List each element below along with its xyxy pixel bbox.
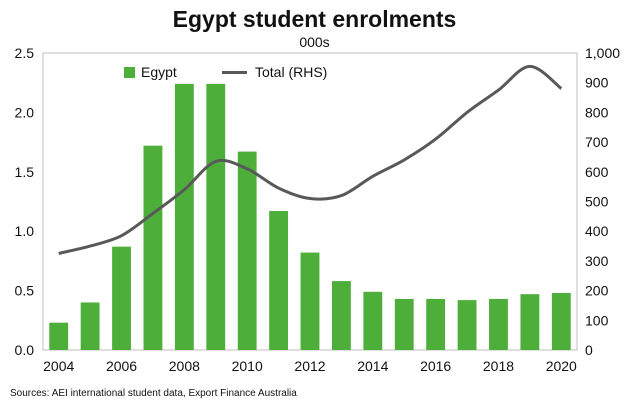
bar-2005 [80,302,100,350]
left-axis-tick-label: 1.0 [15,223,35,239]
bar-2013 [331,281,351,350]
bar-2014 [363,291,383,350]
bar-2008 [174,83,194,350]
bar-2012 [300,252,320,350]
total-rhs-line [58,64,563,255]
right-axis-tick-label: 700 [585,134,609,150]
source-note: Sources: AEI international student data,… [10,388,297,399]
right-axis-tick-label: 400 [585,223,609,239]
bar-2019 [520,294,540,350]
bar-2016 [426,298,446,350]
x-axis-tick-label: 2016 [420,358,451,374]
bar-2006 [112,246,131,350]
left-axis-tick-label: 0.0 [15,342,35,358]
bar-2010 [237,151,257,350]
right-axis-tick-label: 100 [585,312,609,328]
right-axis-tick-label: 800 [585,104,609,120]
x-axis-tick-label: 2020 [546,358,577,374]
x-axis-tick-label: 2012 [294,358,325,374]
left-axis-tick-label: 0.5 [15,283,35,299]
x-axis-tick-label: 2006 [106,358,137,374]
bar-2017 [457,300,477,350]
right-axis-tick-label: 900 [585,75,609,91]
bar-2011 [269,211,289,350]
bar-2009 [206,83,226,350]
left-axis-tick-label: 2.0 [15,104,35,120]
chart-subtitle: 000s [299,34,330,50]
x-axis-tick-label: 2010 [232,358,263,374]
bar-2020 [551,292,571,350]
bar-2004 [49,322,69,350]
legend-swatch-egypt [124,67,135,78]
x-axis-tick-label: 2004 [43,358,74,374]
right-axis-tick-label: 300 [585,253,609,269]
left-axis-tick-label: 1.5 [15,164,35,180]
x-axis-tick-label: 2008 [169,358,200,374]
bar-2018 [489,298,508,350]
right-axis-tick-label: 200 [585,283,609,299]
right-axis-tick-label: 0 [585,342,593,358]
right-axis-tick-label: 600 [585,164,609,180]
right-axis-tick-label: 500 [585,194,609,210]
right-axis-tick-label: 1,000 [585,45,620,61]
bar-2015 [394,298,414,350]
legend-label-total: Total (RHS) [255,64,327,80]
x-axis-tick-label: 2014 [357,358,388,374]
legend-label-egypt: Egypt [141,64,177,80]
x-axis-tick-label: 2018 [483,358,514,374]
left-axis-tick-label: 2.5 [15,45,35,61]
bar-2007 [143,145,163,350]
chart-title: Egypt student enrolments [172,6,457,32]
